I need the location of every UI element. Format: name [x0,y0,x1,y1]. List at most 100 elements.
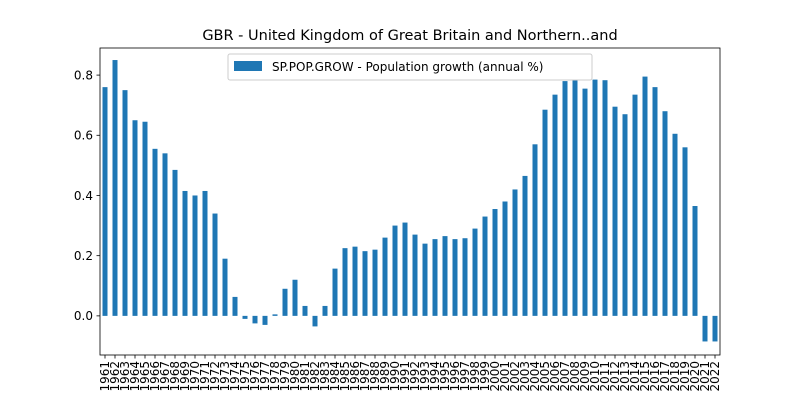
y-tick-label: 0.4 [74,189,93,203]
bar-2000 [492,209,498,316]
x-tick-label: 1968 [168,361,182,392]
bar-1981 [302,305,308,316]
x-tick-label: 1985 [338,361,352,392]
bar-1964 [132,120,138,316]
bar-1994 [432,239,438,316]
bar-2022 [712,315,718,342]
bar-1979 [282,288,288,316]
x-tick-label: 1979 [278,361,292,392]
chart-title: GBR - United Kingdom of Great Britain an… [202,28,617,44]
x-tick-label: 2018 [668,361,682,392]
x-tick-label: 1980 [288,361,302,392]
bar-2009 [582,88,588,316]
bar-1989 [382,237,388,316]
x-tick-label: 2012 [608,361,622,392]
bar-1963 [122,90,128,316]
bar-1965 [142,121,148,316]
x-tick-label: 1988 [368,361,382,392]
x-tick-label: 1963 [118,361,132,392]
x-tick-label: 1972 [208,361,222,392]
bar-1975 [242,315,248,319]
x-tick-label: 1965 [138,361,152,392]
bar-2017 [662,111,668,316]
x-tick-label: 1994 [428,361,442,392]
y-tick-label: 0.8 [74,68,93,82]
x-tick-label: 2002 [508,361,522,392]
bar-1983 [322,305,328,316]
bar-2016 [652,87,658,316]
x-tick-label: 1966 [148,361,162,392]
bar-2004 [532,144,538,316]
x-tick-label: 1962 [108,361,122,392]
bar-1987 [362,251,368,316]
bar-1999 [482,216,488,316]
x-tick-label: 1969 [178,361,192,392]
bar-2011 [602,80,608,316]
bar-2018 [672,133,678,316]
x-tick-label: 1973 [218,361,232,392]
x-tick-label: 2003 [518,361,532,392]
x-tick-label: 1984 [328,361,342,392]
x-tick-label: 1990 [388,361,402,392]
x-tick-label: 1971 [198,361,212,392]
x-tick-label: 2020 [688,361,702,392]
y-axis: 0.0 0.2 0.4 0.6 0.8 [74,68,100,323]
bar-2002 [512,189,518,316]
x-axis: 1961196219631964196519661967196819691970… [98,355,722,392]
x-tick-label: 1999 [478,361,492,392]
bar-1998 [472,228,478,316]
bar-1993 [422,243,428,316]
bar-2021 [702,315,708,342]
x-tick-label: 2014 [628,361,642,392]
x-tick-label: 2010 [588,361,602,392]
x-tick-label: 1997 [458,361,472,392]
bar-1992 [412,234,418,316]
x-tick-label: 1989 [378,361,392,392]
y-tick-label: 0.6 [74,129,93,143]
bar-2010 [592,79,598,316]
x-tick-label: 2005 [538,361,552,392]
legend-box [227,53,593,81]
x-tick-label: 2007 [558,361,572,392]
bars-group [102,60,718,342]
y-tick-label: 0.2 [74,249,93,263]
bar-1961 [102,87,108,316]
x-tick-label: 2009 [578,361,592,392]
x-tick-label: 1995 [438,361,452,392]
x-tick-label: 1976 [248,361,262,392]
bar-1990 [392,225,398,316]
bar-1988 [372,249,378,316]
bar-1977 [262,315,268,325]
legend: SP.POP.GROW - Population growth (annual … [227,53,593,81]
y-tick-label: 0.0 [74,309,93,323]
x-tick-label: 2011 [598,361,612,392]
x-tick-label: 1987 [358,361,372,392]
bar-2015 [642,76,648,316]
bar-2007 [562,81,568,316]
bar-1976 [252,315,258,324]
x-tick-label: 1991 [398,361,412,392]
bar-1969 [182,190,188,316]
bar-2014 [632,94,638,316]
bar-1971 [202,190,208,316]
bar-1970 [192,195,198,316]
bar-1978 [272,314,278,316]
legend-swatch [234,61,262,71]
bar-1995 [442,236,448,316]
x-tick-label: 1970 [188,361,202,392]
x-tick-label: 1993 [418,361,432,392]
bar-1984 [332,268,338,316]
x-tick-label: 1981 [298,361,312,392]
x-tick-label: 2016 [648,361,662,392]
x-tick-label: 2015 [638,361,652,392]
bar-1966 [152,148,158,316]
plot-frame [99,47,721,356]
x-tick-label: 2017 [658,361,672,392]
x-tick-label: 1982 [308,361,322,392]
bar-2001 [502,201,508,316]
x-tick-label: 1986 [348,361,362,392]
x-tick-label: 1967 [158,361,172,392]
bar-2019 [682,147,688,316]
bar-1986 [352,246,358,316]
